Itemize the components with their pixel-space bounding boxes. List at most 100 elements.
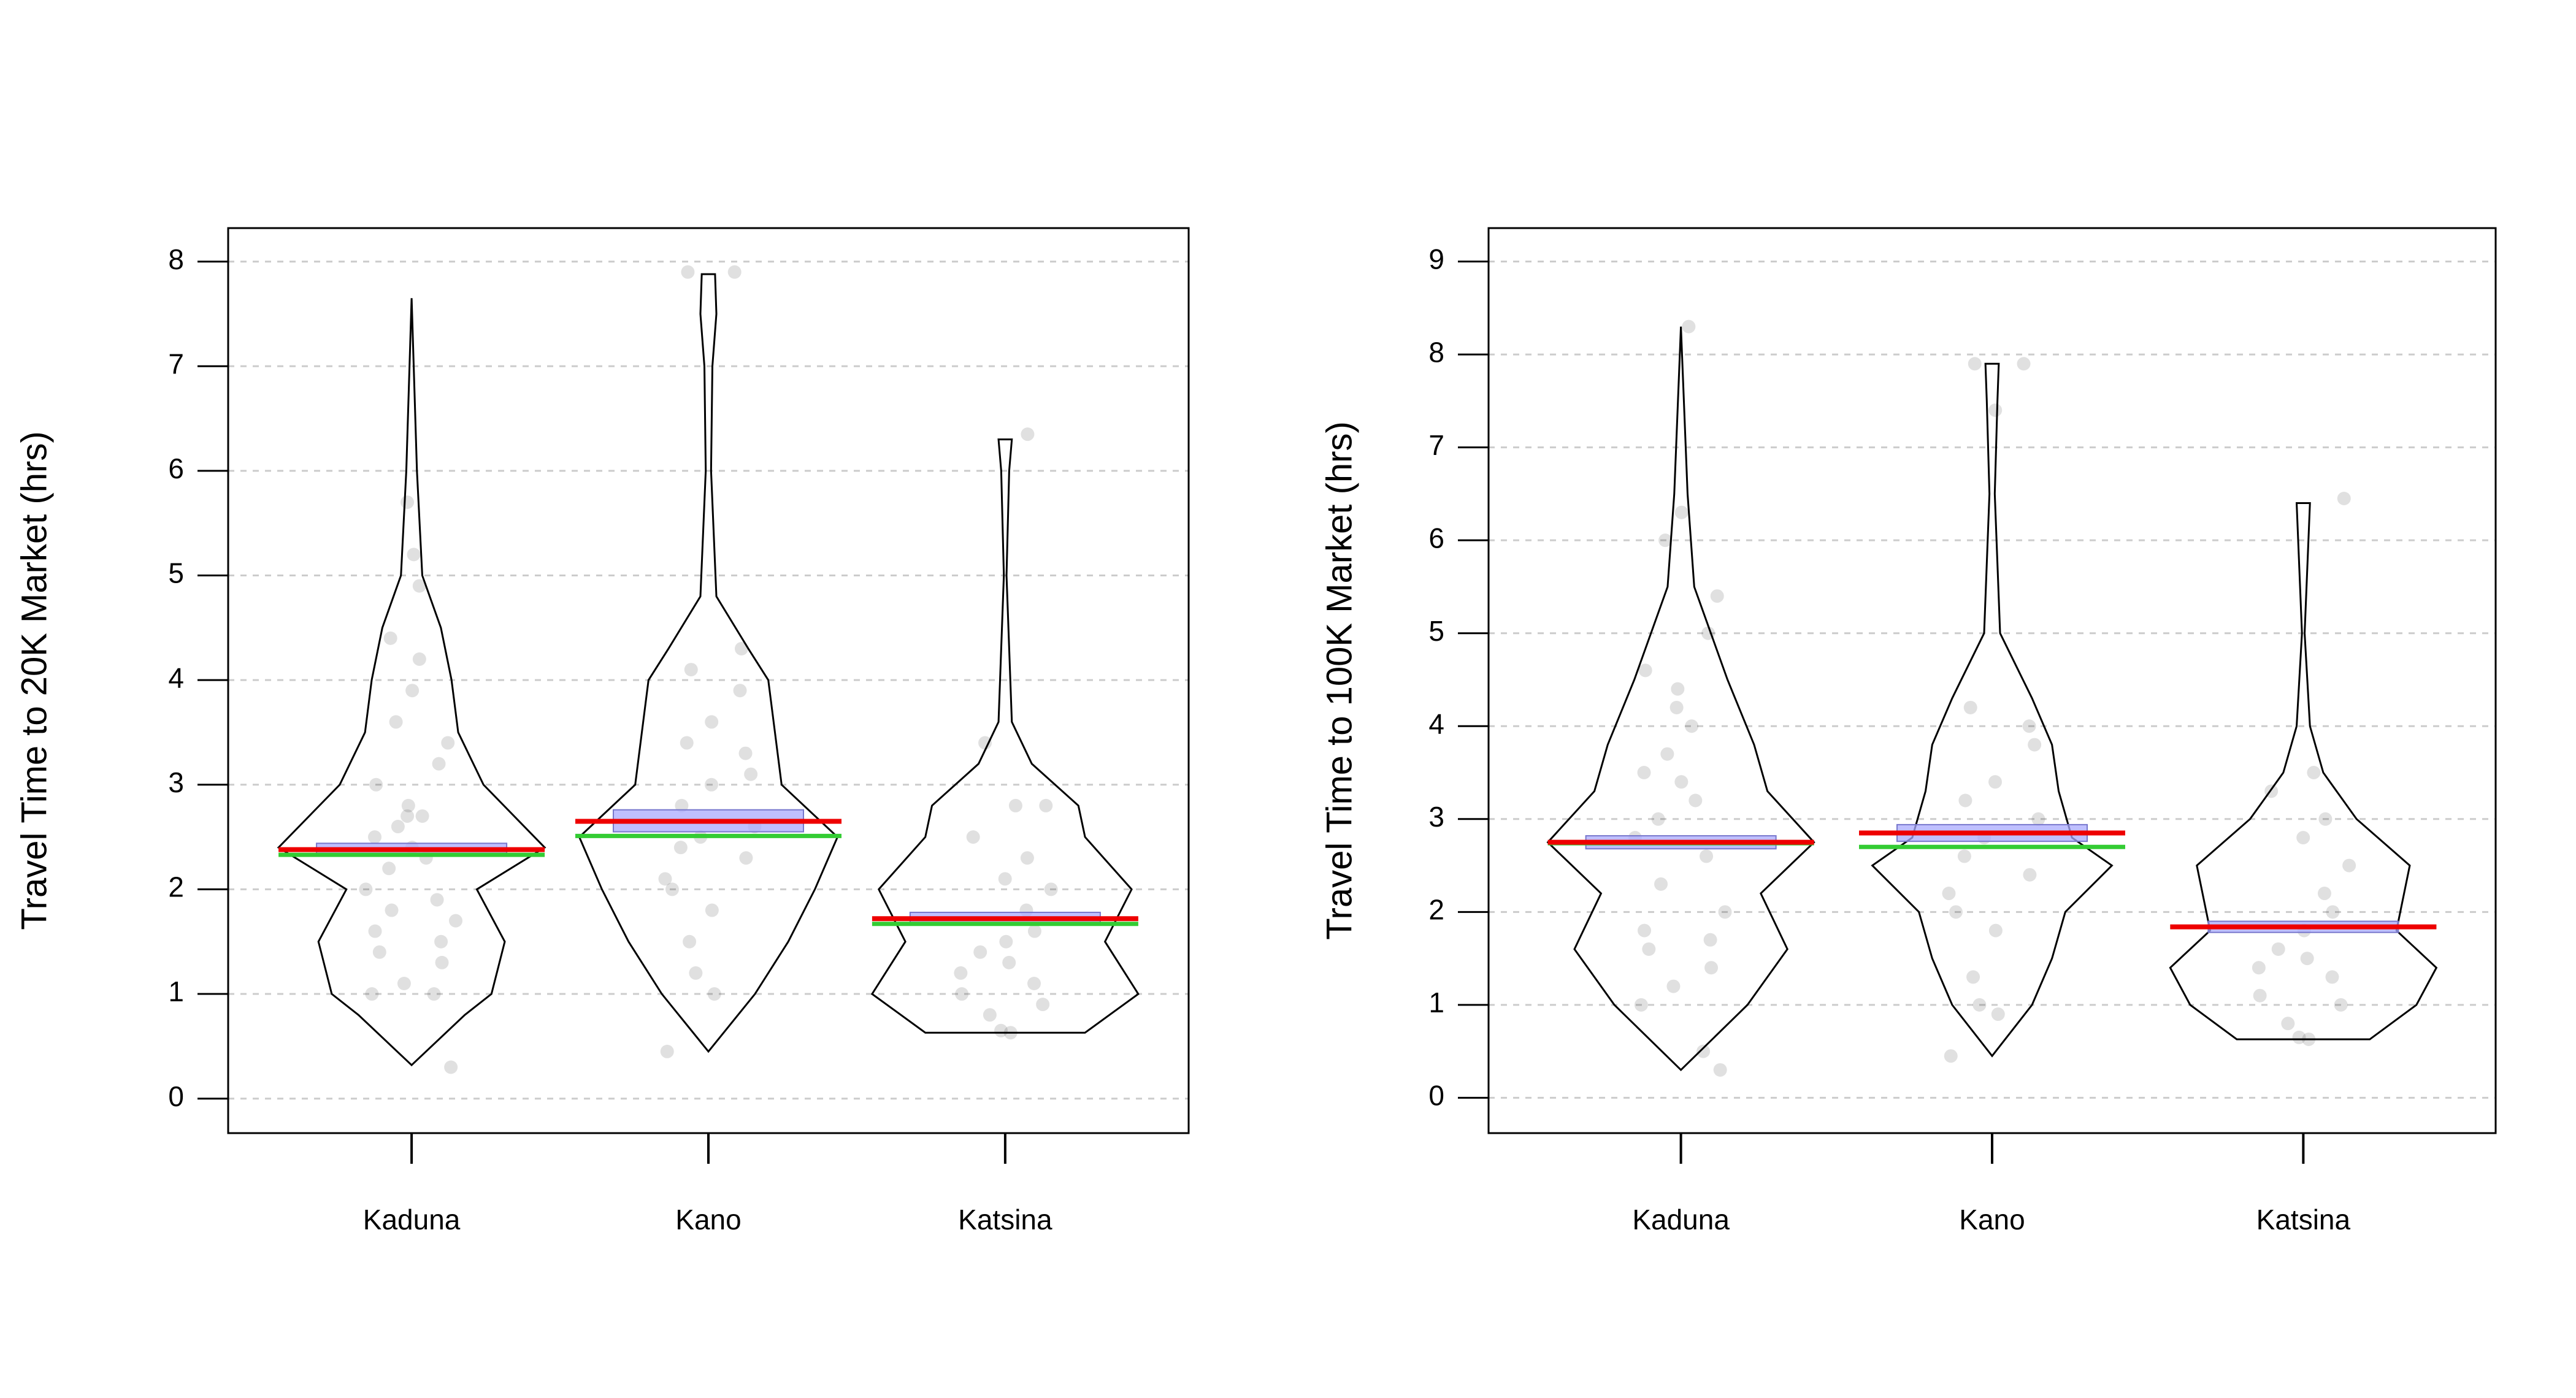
data-point	[435, 955, 449, 969]
data-point	[430, 893, 444, 907]
y-tick-label: 5	[168, 557, 184, 589]
data-point	[973, 945, 987, 959]
data-point	[1008, 798, 1022, 812]
data-point	[999, 934, 1013, 949]
data-point	[1634, 998, 1648, 1012]
data-point	[444, 1060, 458, 1074]
data-point	[2253, 988, 2267, 1003]
data-point	[368, 924, 382, 938]
data-point	[2337, 491, 2351, 505]
data-point	[427, 987, 441, 1001]
data-point	[705, 715, 719, 729]
data-point	[1666, 979, 1681, 993]
data-point	[994, 1023, 1008, 1037]
data-point	[1039, 798, 1053, 812]
violin	[1871, 362, 2114, 1058]
data-point	[1044, 882, 1058, 896]
data-point	[1642, 942, 1656, 956]
data-point	[1027, 976, 1041, 990]
data-point	[954, 966, 968, 980]
data-point	[412, 579, 426, 593]
y-tick-label: 0	[1428, 1080, 1444, 1112]
data-point	[2318, 812, 2333, 826]
y-tick-label: 4	[1428, 708, 1444, 739]
data-point	[2300, 952, 2314, 966]
violin	[1546, 326, 1815, 1072]
violin	[277, 298, 546, 1067]
data-point	[389, 715, 403, 729]
data-point	[448, 914, 462, 928]
data-point	[684, 663, 698, 677]
data-point	[1674, 505, 1689, 519]
data-point	[2292, 1030, 2306, 1044]
data-point	[734, 641, 748, 655]
data-point	[2342, 858, 2356, 873]
data-point	[391, 820, 405, 834]
data-point	[405, 684, 420, 698]
data-point	[1671, 682, 1685, 696]
data-point	[407, 548, 421, 562]
data-point	[2281, 1017, 2295, 1031]
y-tick-label: 3	[168, 766, 184, 798]
data-point	[2326, 905, 2340, 919]
data-point	[675, 798, 689, 812]
data-point	[658, 872, 672, 886]
data-point	[1654, 877, 1668, 891]
data-point	[1988, 923, 2003, 938]
y-tick-label: 0	[168, 1080, 184, 1112]
data-point	[1027, 924, 1041, 938]
data-point	[1942, 887, 1956, 901]
data-point	[2296, 831, 2310, 845]
data-point	[683, 934, 697, 949]
data-point	[1658, 533, 1673, 548]
data-point	[705, 903, 719, 917]
data-point	[1703, 933, 1717, 947]
data-point	[1020, 851, 1034, 865]
data-point	[2334, 998, 2348, 1012]
data-point	[733, 684, 747, 698]
data-point	[359, 882, 373, 896]
data-point	[2325, 970, 2339, 984]
y-tick-label: 7	[168, 348, 184, 380]
data-point	[372, 945, 386, 959]
data-point	[707, 987, 721, 1001]
data-point	[1685, 719, 1699, 733]
y-tick-label: 1	[1428, 987, 1444, 1018]
data-point	[1972, 998, 1987, 1012]
data-point	[2317, 887, 2331, 901]
data-point	[727, 265, 742, 279]
data-point	[1660, 747, 1674, 761]
data-point	[681, 265, 695, 279]
data-point	[665, 882, 679, 896]
data-point	[955, 987, 969, 1001]
x-tick-label: Kaduna	[363, 1204, 461, 1236]
data-point	[2023, 868, 2037, 882]
data-point	[2017, 357, 2031, 371]
data-point	[1651, 812, 1665, 826]
data-point	[739, 851, 753, 865]
data-point	[1944, 1049, 1958, 1063]
data-point	[1963, 700, 1977, 714]
data-point	[2022, 719, 2036, 733]
data-point	[966, 830, 980, 844]
data-point	[1704, 961, 1719, 975]
data-point	[1638, 663, 1652, 678]
data-point	[383, 631, 397, 645]
violin	[578, 273, 839, 1053]
violin	[870, 438, 1140, 1034]
data-point	[1021, 427, 1035, 441]
plot-frame	[1487, 227, 2497, 1134]
data-point	[369, 777, 383, 792]
data-point	[1713, 1063, 1727, 1077]
data-point	[2252, 961, 2266, 975]
data-point	[1710, 589, 1724, 603]
data-point	[1949, 905, 1963, 919]
plot-frame	[227, 227, 1190, 1134]
y-axis-label: Travel Time to 20K Market (hrs)	[14, 431, 54, 930]
data-point	[738, 746, 753, 760]
data-point	[1966, 970, 1980, 984]
x-tick-label: Kaduna	[1632, 1204, 1730, 1236]
data-point	[998, 872, 1012, 886]
data-point	[1689, 793, 1703, 808]
